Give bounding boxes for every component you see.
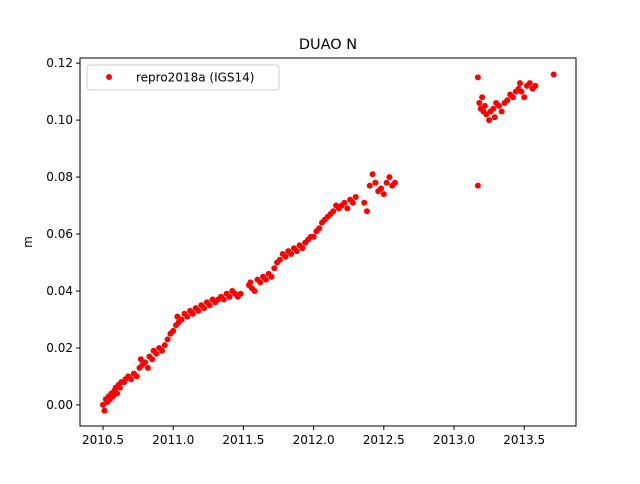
y-tick-label: 0.02 — [46, 341, 73, 355]
data-point — [476, 100, 483, 106]
data-point — [532, 82, 539, 89]
x-tick-label: 2012.0 — [293, 433, 335, 447]
y-tick-label: 0.10 — [46, 113, 73, 127]
data-point — [526, 80, 533, 87]
x-tick-label: 2011.5 — [222, 433, 264, 447]
x-tick-label: 2010.5 — [82, 433, 124, 447]
data-point — [483, 111, 490, 118]
data-point — [369, 171, 376, 178]
y-axis-label: m — [21, 236, 35, 248]
chart-title: DUAO N — [299, 37, 357, 53]
data-point — [341, 199, 348, 206]
data-point — [330, 208, 337, 215]
data-point — [206, 302, 213, 309]
data-point — [178, 316, 185, 323]
data-point — [101, 407, 108, 414]
data-point — [288, 251, 295, 257]
y-axis: 0.00 0.02 0.04 0.06 0.08 0.10 0.12 — [46, 56, 80, 412]
data-point — [474, 182, 481, 189]
data-point — [149, 356, 156, 363]
data-point — [495, 102, 502, 109]
data-point — [521, 94, 528, 101]
data-point — [510, 94, 516, 101]
y-tick-label: 0.00 — [46, 398, 73, 412]
legend-marker — [106, 74, 112, 80]
data-point — [128, 376, 135, 383]
data-point — [153, 350, 160, 357]
x-tick-label: 2013.0 — [433, 433, 475, 447]
data-point — [116, 384, 123, 391]
data-point — [491, 114, 498, 121]
data-point — [383, 179, 390, 186]
data-point — [276, 256, 283, 263]
data-point — [257, 279, 264, 286]
x-axis: 2010.5 2011.0 2011.5 2012.0 2012.5 2013.0 2013… — [82, 426, 545, 447]
data-point — [195, 307, 202, 314]
data-point — [161, 342, 168, 349]
data-point — [114, 390, 121, 397]
data-point — [137, 356, 144, 363]
data-point — [310, 233, 317, 240]
data-point — [380, 191, 387, 198]
data-point — [237, 290, 244, 297]
data-point — [170, 327, 177, 334]
data-point — [174, 313, 181, 320]
data-point — [251, 288, 258, 294]
data-point — [109, 393, 116, 400]
data-point — [479, 94, 486, 101]
plot-frame — [79, 57, 577, 427]
data-point — [344, 205, 351, 212]
data-point — [352, 194, 359, 200]
data-point — [282, 253, 289, 260]
y-tick-label: 0.04 — [46, 284, 73, 298]
legend-label: repro2018a (IGS14) — [136, 71, 254, 85]
data-point — [226, 293, 233, 300]
y-tick-label: 0.08 — [46, 170, 73, 184]
data-point — [392, 179, 398, 186]
data-point — [268, 273, 275, 280]
data-point — [316, 225, 323, 232]
data-point — [144, 364, 151, 371]
data-point — [490, 105, 497, 112]
data-point — [247, 279, 254, 286]
data-point — [378, 185, 384, 192]
data-point — [504, 97, 511, 104]
data-points — [100, 71, 557, 414]
data-point — [262, 276, 269, 283]
x-tick-label: 2011.0 — [152, 433, 194, 447]
data-point — [550, 71, 557, 78]
data-point — [184, 313, 191, 320]
data-point — [159, 347, 165, 354]
data-point — [299, 245, 306, 252]
data-point — [293, 248, 300, 255]
legend: repro2018a (IGS14) — [86, 64, 280, 91]
data-point — [349, 199, 356, 206]
data-point — [518, 88, 525, 95]
x-tick-label: 2012.5 — [363, 433, 405, 447]
data-point — [364, 208, 370, 215]
data-point — [164, 336, 171, 343]
data-point — [486, 117, 493, 124]
y-tick-label: 0.06 — [46, 227, 73, 241]
data-point — [386, 174, 393, 181]
data-point — [498, 108, 505, 115]
data-point — [142, 359, 149, 366]
y-tick-label: 0.12 — [46, 56, 73, 70]
data-point — [361, 199, 368, 206]
data-point — [366, 182, 373, 189]
data-point — [201, 305, 208, 312]
data-point — [133, 373, 140, 380]
x-tick-label: 2013.5 — [503, 433, 545, 447]
data-point — [220, 296, 227, 303]
data-point — [481, 102, 488, 109]
data-point — [372, 179, 379, 186]
data-point — [474, 74, 481, 81]
data-point — [517, 80, 523, 87]
data-point — [189, 310, 196, 317]
data-point — [271, 265, 278, 272]
